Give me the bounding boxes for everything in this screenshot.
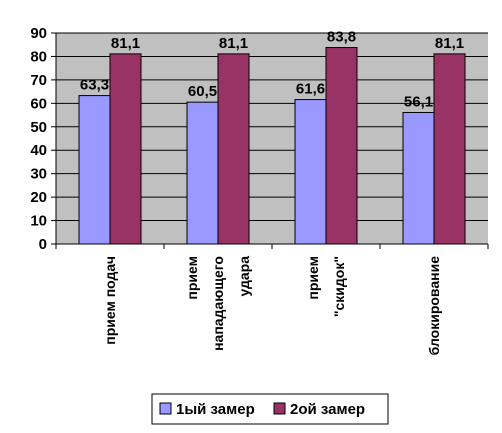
x-axis: прием подач прием нападающего удара прием "ск… <box>55 243 489 356</box>
legend-label-series-2: 2ой замер <box>290 401 365 418</box>
data-label: 83,8 <box>327 29 356 46</box>
data-label: 81,1 <box>219 35 248 52</box>
legend-swatch-series-2 <box>273 402 286 415</box>
y-tick-label: 90 <box>30 25 47 42</box>
y-tick-label: 80 <box>30 48 47 65</box>
bar-series-1 <box>78 95 111 245</box>
data-label: 81,1 <box>435 35 464 52</box>
y-tick-label: 60 <box>30 95 47 112</box>
y-tick-label: 0 <box>39 236 47 253</box>
data-label: 56,1 <box>404 93 433 110</box>
bars <box>78 47 466 245</box>
legend: 1ый замер 2ой замер <box>151 393 389 425</box>
y-tick-label: 20 <box>30 189 47 206</box>
y-tick-label: 30 <box>30 166 47 183</box>
legend-swatch-series-1 <box>159 402 172 415</box>
bar-series-2 <box>217 53 250 245</box>
y-axis: 0 10 20 30 40 50 60 70 80 90 <box>30 25 57 253</box>
bar-series-2 <box>433 53 466 245</box>
x-category-label: прием <box>184 256 200 300</box>
bar-series-1 <box>402 111 435 245</box>
bar-series-1 <box>294 99 327 245</box>
legend-label-series-1: 1ый замер <box>176 401 255 418</box>
bar-series-2 <box>325 47 358 245</box>
data-labels: 63,3 81,1 60,5 81,1 61,6 83,8 56,1 81,1 <box>80 29 464 111</box>
x-category-label: "скидок" <box>331 256 347 317</box>
y-tick-label: 10 <box>30 213 47 230</box>
data-label: 81,1 <box>111 35 140 52</box>
data-label: 61,6 <box>296 81 325 98</box>
y-tick-label: 50 <box>30 119 47 136</box>
x-category-label: блокирование <box>426 256 442 356</box>
bar-series-1 <box>186 101 219 245</box>
x-category-label: нападающего <box>210 256 226 351</box>
x-category-label: прием подач <box>102 256 118 345</box>
data-label: 63,3 <box>80 77 109 94</box>
y-tick-label: 70 <box>30 72 47 89</box>
bar-series-2 <box>109 53 142 245</box>
y-tick-label: 40 <box>30 142 47 159</box>
x-category-label: удара <box>236 256 252 297</box>
legend-box <box>151 393 389 425</box>
x-category-label: прием <box>305 256 321 300</box>
data-label: 60,5 <box>188 83 217 100</box>
